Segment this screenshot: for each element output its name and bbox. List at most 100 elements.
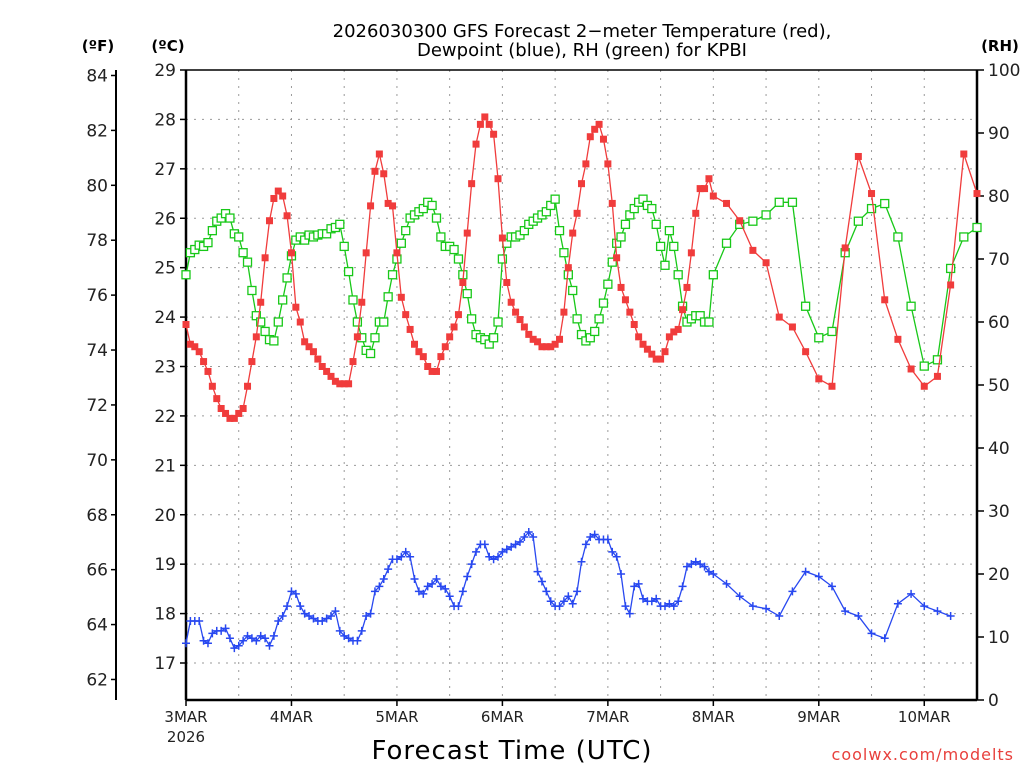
- dewpoint-point: [529, 532, 538, 541]
- rh-tick-label: 60: [988, 313, 1010, 333]
- dewpoint-point: [392, 555, 401, 564]
- dewpoint-point: [669, 602, 678, 611]
- temperature-point: [635, 333, 643, 341]
- dewpoint-point: [362, 612, 371, 621]
- dewpoint-point: [428, 579, 437, 588]
- dewpoint-point: [907, 589, 916, 598]
- celsius-tick-label: 19: [154, 555, 176, 575]
- temperature-point: [248, 358, 256, 366]
- temperature-point: [547, 343, 555, 351]
- temperature-point: [599, 135, 607, 143]
- temperature-point: [384, 199, 392, 207]
- rh-point: [278, 295, 288, 305]
- dewpoint-point: [559, 597, 568, 606]
- temperature-point: [437, 353, 445, 361]
- dewpoint-point: [555, 602, 564, 611]
- temperature-point: [578, 180, 585, 188]
- dewpoint-point: [283, 602, 292, 611]
- temperature-point: [573, 209, 581, 217]
- temperature-point: [182, 320, 190, 328]
- temperature-point: [200, 358, 208, 366]
- dewpoint-point: [801, 567, 810, 576]
- rh-tick-label: 50: [988, 376, 1010, 396]
- temperature-point: [591, 125, 599, 133]
- rh-point: [598, 298, 609, 308]
- credit-link[interactable]: coolwx.com/modelts: [832, 745, 1014, 764]
- dewpoint-point: [515, 537, 524, 546]
- rh-tick-label: 0: [988, 691, 999, 711]
- temperature-point: [323, 367, 331, 375]
- temperature-point: [933, 372, 941, 380]
- temperature-point: [868, 190, 876, 198]
- rh-point: [203, 237, 213, 248]
- temperature-point: [279, 192, 287, 200]
- dewpoint-point: [401, 547, 410, 556]
- rh-point: [721, 238, 732, 248]
- dewpoint-point: [621, 602, 630, 611]
- temperature-point: [296, 318, 304, 326]
- temperature-point: [507, 298, 515, 306]
- temperature-point: [569, 229, 577, 237]
- fahrenheit-tick-label: 78: [86, 231, 108, 251]
- dewpoint-point: [520, 532, 529, 541]
- rh-point: [348, 295, 358, 305]
- rh-point: [488, 333, 499, 343]
- rh-point: [207, 225, 218, 236]
- temperature-point: [292, 303, 300, 311]
- temperature-point: [257, 298, 265, 306]
- temperature-point: [670, 328, 678, 336]
- rh-point: [748, 216, 758, 226]
- rh-point: [814, 333, 824, 343]
- rh-axis-unit: (RH): [981, 37, 1019, 55]
- dewpoint-point: [814, 572, 823, 581]
- rh-point: [572, 314, 582, 324]
- temperature-point: [428, 367, 436, 375]
- dewpoint-point: [353, 636, 362, 645]
- rh-point: [620, 219, 631, 230]
- dewpoint-point: [445, 592, 454, 601]
- celsius-tick-label: 23: [154, 358, 176, 378]
- rh-point: [449, 244, 459, 255]
- fahrenheit-tick-label: 80: [86, 176, 108, 196]
- temperature-point: [586, 133, 594, 141]
- temperature-point: [828, 382, 836, 390]
- dewpoint-point: [546, 597, 555, 606]
- temperature-point: [723, 199, 731, 207]
- dewpoint-point: [221, 624, 230, 633]
- rh-point: [497, 254, 508, 264]
- rh-point: [787, 197, 798, 207]
- temperature-point: [516, 316, 524, 324]
- temperature-point: [380, 170, 388, 178]
- rh-point: [761, 210, 771, 220]
- dewpoint-point: [735, 592, 744, 601]
- dewpoint-point: [704, 567, 713, 576]
- temperature-point: [349, 358, 357, 366]
- dewpoint-point: [252, 636, 261, 645]
- dewpoint-point: [524, 528, 533, 537]
- rh-tick-label: 100: [988, 61, 1020, 81]
- dewpoint-point: [274, 616, 283, 625]
- rh-point: [660, 260, 670, 270]
- time-tick-label: 7MAR: [586, 708, 629, 726]
- series-temperature: [182, 113, 981, 422]
- dewpoint-point: [436, 582, 445, 591]
- temperature-point: [520, 323, 528, 331]
- time-tick-label: 6MAR: [481, 708, 524, 726]
- dewpoint-point: [256, 631, 265, 640]
- dewpoint-point: [696, 560, 705, 569]
- dewpoint-point: [674, 597, 683, 606]
- dewpoint-point: [309, 614, 318, 623]
- fahrenheit-tick-label: 74: [86, 341, 108, 361]
- grid-lines: [186, 69, 977, 700]
- rh-point: [379, 317, 389, 327]
- temperature-point: [534, 338, 542, 346]
- rh-point: [238, 248, 248, 258]
- dewpoint-point: [265, 641, 274, 650]
- dewpoint-point: [234, 641, 243, 650]
- fahrenheit-tick-label: 70: [86, 451, 108, 471]
- temperature-point: [775, 313, 783, 321]
- temperature-point: [235, 409, 243, 417]
- dewpoint-point: [318, 616, 327, 625]
- rh-point: [247, 285, 257, 296]
- celsius-tick-label: 29: [154, 61, 176, 81]
